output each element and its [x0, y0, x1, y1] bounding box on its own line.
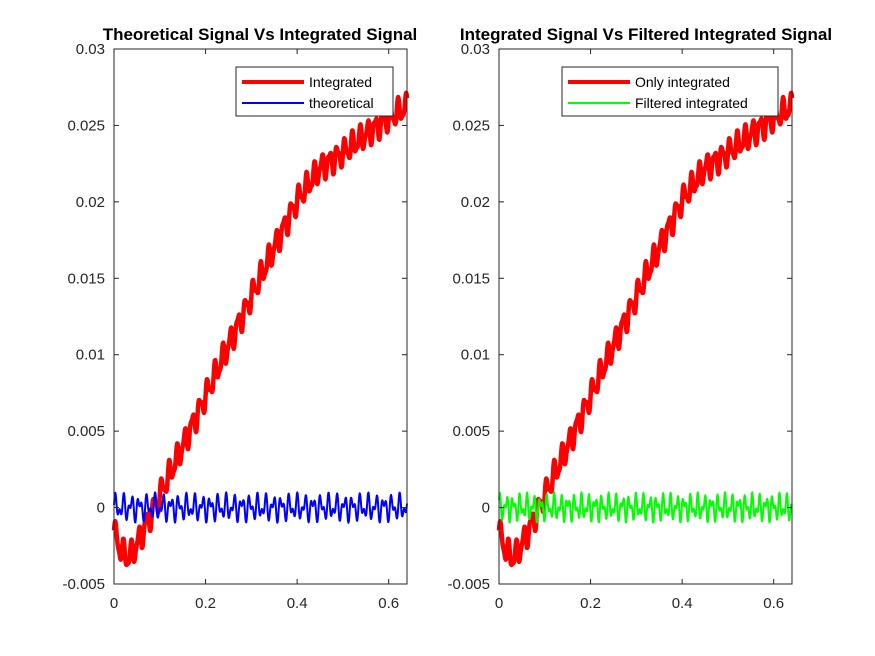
y-tick-label: 0.025	[452, 117, 490, 134]
right-axes-box	[498, 48, 793, 585]
right-chart-title: Integrated Signal Vs Filtered Integrated…	[460, 25, 832, 44]
x-tick-label: 0.2	[580, 595, 601, 612]
y-tick-label: 0.02	[76, 194, 105, 211]
right-ticks: -0.005 0 0.005 0.01 0.015 0.02 0.025 0.03 0 0.2 0.…	[447, 41, 792, 612]
y-tick-label: 0.015	[67, 270, 105, 287]
y-tick-label: -0.005	[447, 576, 490, 593]
y-tick-label: 0.01	[76, 347, 105, 364]
x-tick-label: 0.4	[672, 595, 693, 612]
y-tick-label: 0.015	[452, 270, 490, 287]
x-tick-label: 0.2	[195, 595, 216, 612]
left-legend-box	[235, 66, 394, 117]
left-axes-box	[113, 48, 408, 585]
y-tick-label: 0.005	[67, 423, 105, 440]
y-tick-label: 0	[482, 500, 490, 517]
x-tick-label: 0	[495, 595, 503, 612]
legend-label-filtered-integrated: Filtered integrated	[635, 95, 748, 111]
legend-label-only-integrated: Only integrated	[635, 74, 730, 90]
left-subplot: -0.005 0 0.005 0.01 0.015 0.02 0.025 0.03 0 0.2 0.…	[62, 25, 417, 612]
left-chart-title: Theoretical Signal Vs Integrated Signal	[103, 25, 418, 44]
right-series-layer	[496, 90, 795, 568]
series-line-theoretical	[113, 491, 408, 524]
y-tick-label: 0	[97, 500, 105, 517]
legend-label-integrated: Integrated	[309, 74, 372, 90]
series-line-integrated	[111, 90, 410, 568]
y-tick-label: 0.005	[452, 423, 490, 440]
left-legend: Integrated theoretical	[235, 66, 394, 117]
x-tick-label: 0.6	[763, 595, 784, 612]
x-tick-label: 0.4	[287, 595, 308, 612]
left-series-layer	[111, 90, 410, 568]
right-legend-box	[561, 66, 779, 117]
right-subplot: -0.005 0 0.005 0.01 0.015 0.02 0.025 0.03 0 0.2 0.…	[447, 25, 832, 612]
right-legend: Only integrated Filtered integrated	[561, 66, 779, 117]
y-tick-label: 0.02	[461, 194, 490, 211]
left-ticks: -0.005 0 0.005 0.01 0.015 0.02 0.025 0.03 0 0.2 0.…	[62, 41, 407, 612]
y-tick-label: 0.01	[461, 347, 490, 364]
x-tick-label: 0	[110, 595, 118, 612]
legend-label-theoretical: theoretical	[309, 95, 374, 111]
y-tick-label: 0.03	[461, 41, 490, 58]
y-tick-label: 0.03	[76, 41, 105, 58]
series-line-filtered-integrated	[498, 491, 793, 524]
y-tick-label: 0.025	[67, 117, 105, 134]
series-line-only-integrated	[496, 90, 795, 568]
x-tick-label: 0.6	[378, 595, 399, 612]
y-tick-label: -0.005	[62, 576, 105, 593]
